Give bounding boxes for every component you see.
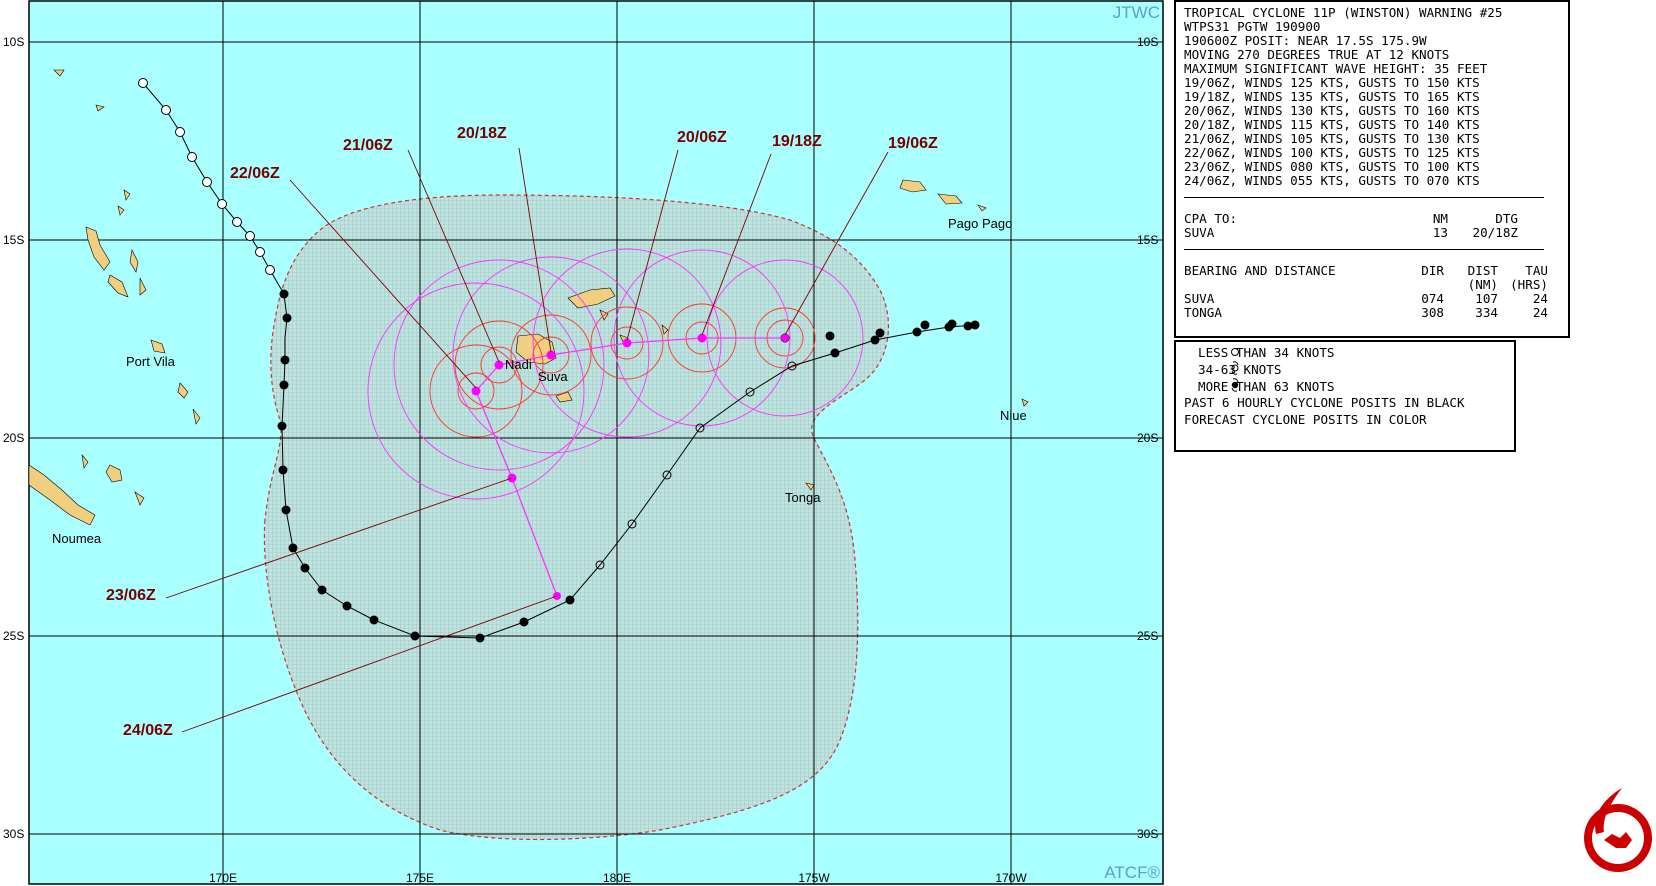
cpa-row: SUVA 13 20/18Z: [1184, 226, 1560, 240]
bearing-title: BEARING AND DISTANCE: [1184, 263, 1336, 278]
cyclone-outline-icon: [1184, 347, 1238, 392]
place-label-pago-pago: Pago Pago: [948, 216, 1012, 231]
cpa-place: SUVA: [1184, 225, 1215, 240]
cyclone-filled-icon: [1184, 364, 1238, 409]
forecast-label-22-06z: 22/06Z: [230, 165, 280, 182]
forecast-wind-line: 19/18Z, WINDS 135 KTS, GUSTS TO 165 KTS: [1184, 89, 1480, 104]
lon-label: 170E: [209, 871, 237, 885]
lat-label-right: 15S: [1137, 233, 1158, 247]
lat-label-left: 15S: [3, 233, 24, 247]
forecast-label-20-06z: 20/06Z: [677, 129, 727, 146]
forecast-wind-line: 19/06Z, WINDS 125 KTS, GUSTS TO 150 KTS: [1184, 75, 1480, 90]
bearing-col-dist-unit: (NM): [1467, 277, 1498, 292]
forecast-label-21-06z: 21/06Z: [343, 137, 393, 154]
lon-label: 175E: [406, 871, 434, 885]
place-label-nadi: Nadi: [505, 357, 532, 372]
bearing-tau: 24: [1532, 305, 1548, 320]
forecast-wind-line: 23/06Z, WINDS 080 KTS, GUSTS TO 100 KTS: [1184, 159, 1480, 174]
lat-label-right: 25S: [1137, 629, 1158, 643]
bearing-place: SUVA: [1184, 291, 1215, 306]
place-label-port-vila: Port Vila: [126, 354, 176, 369]
past-track-positions: [138, 78, 275, 275]
atcf-label: ATCF®: [1104, 863, 1160, 882]
lat-label-left: 10S: [3, 35, 24, 49]
place-label-tonga: Tonga: [785, 490, 821, 505]
lat-label-left: 30S: [3, 827, 24, 841]
bearing-col-tau-unit: (HRS): [1510, 277, 1548, 292]
lat-label-right: 20S: [1137, 431, 1158, 445]
legend-item: MORE THAN 63 KNOTS: [1184, 378, 1506, 395]
warning-info-panel: TROPICAL CYCLONE 11P (WINSTON) WARNING #…: [1174, 0, 1570, 338]
lat-label-right: 30S: [1137, 827, 1158, 841]
forecast-wind-line: 21/06Z, WINDS 105 KTS, GUSTS TO 130 KTS: [1184, 131, 1480, 146]
jtwc-logo: [1584, 788, 1652, 872]
forecast-wind-line: 20/18Z, WINDS 115 KTS, GUSTS TO 140 KTS: [1184, 117, 1480, 132]
graticule: [29, 1, 1163, 884]
lon-label: 170W: [995, 871, 1027, 885]
forecast-wind-line: 24/06Z, WINDS 055 KTS, GUSTS TO 070 KTS: [1184, 173, 1480, 188]
forecast-label-23-06z: 23/06Z: [106, 587, 156, 604]
cpa-dtg: 20/18Z: [1472, 225, 1519, 240]
bearing-row: SUVA 074 107 24: [1184, 292, 1560, 306]
place-label-noumea: Noumea: [52, 531, 102, 546]
legend-panel: LESS THAN 34 KNOTS 34-63 KNOTS MORE THAN…: [1174, 340, 1516, 452]
bearing-dist: 334: [1475, 305, 1498, 320]
bearing-tau: 24: [1532, 291, 1548, 306]
forecast-label-24-06z: 24/06Z: [123, 722, 173, 739]
cyclone-track-map: JTWC ATCF® 10S 15S 20S 25S 30S 10S 15S 2…: [3, 0, 1164, 885]
lon-label: 175W: [798, 871, 830, 885]
warning-header-line: TROPICAL CYCLONE 11P (WINSTON) WARNING #…: [1184, 5, 1503, 20]
legend-item-label: 34-63 KNOTS: [1198, 361, 1282, 377]
place-label-suva: Suva: [538, 369, 568, 384]
bearing-col-dir: DIR: [1421, 263, 1444, 278]
bearing-units-row: (NM) (HRS): [1184, 278, 1560, 292]
forecast-track-line: [475, 337, 785, 597]
cpa-nm: 13: [1432, 225, 1448, 240]
legend-note: FORECAST CYCLONE POSITS IN COLOR: [1184, 412, 1427, 427]
bearing-dir: 074: [1421, 291, 1444, 306]
forecast-label-19-06z: 19/06Z: [888, 135, 938, 152]
wind-radii-outer: [367, 248, 864, 500]
jtwc-label: JTWC: [1113, 3, 1160, 22]
open-circle-icon: [1184, 332, 1239, 374]
warning-header-line: 190600Z POSIT: NEAR 17.5S 175.9W: [1184, 33, 1427, 48]
land-masses: [29, 69, 1029, 526]
past-track-storm-symbols: [595, 361, 797, 570]
place-label-niue: Niue: [1000, 408, 1027, 423]
divider: [1184, 197, 1544, 198]
legend-item-label: LESS THAN 34 KNOTS: [1198, 344, 1335, 360]
legend-item-label: MORE THAN 63 KNOTS: [1198, 378, 1335, 394]
bearing-dir: 308: [1421, 305, 1444, 320]
bearing-dist: 107: [1475, 291, 1498, 306]
lat-label-right: 10S: [1137, 35, 1158, 49]
warning-header-line: WTPS31 PGTW 190900: [1184, 19, 1321, 34]
cpa-col-dtg: DTG: [1495, 211, 1518, 226]
wind-radii-inner: [429, 303, 816, 438]
lon-label: 180E: [603, 871, 631, 885]
lat-label-left: 20S: [3, 431, 24, 445]
cpa-title: CPA TO:: [1184, 211, 1238, 226]
bearing-col-tau: TAU: [1525, 263, 1548, 278]
lat-label-left: 25S: [3, 629, 24, 643]
forecast-label-19-18z: 19/18Z: [772, 133, 822, 150]
bearing-place: TONGA: [1184, 305, 1222, 320]
bearing-header-row: BEARING AND DISTANCE DIR DIST TAU: [1184, 264, 1560, 278]
bearing-col-dist: DIST: [1467, 263, 1498, 278]
cpa-col-nm: NM: [1432, 211, 1448, 226]
warning-header-line: MOVING 270 DEGREES TRUE AT 12 KNOTS: [1184, 47, 1450, 62]
bearing-row: TONGA 308 334 24: [1184, 306, 1560, 320]
legend-note: PAST 6 HOURLY CYCLONE POSITS IN BLACK: [1184, 395, 1465, 410]
legend-item: LESS THAN 34 KNOTS: [1184, 344, 1506, 361]
forecast-label-20-18z: 20/18Z: [457, 125, 507, 142]
forecast-wind-line: 22/06Z, WINDS 100 KTS, GUSTS TO 125 KTS: [1184, 145, 1480, 160]
danger-swath-area: [263, 194, 890, 841]
cpa-header-row: CPA TO: NM DTG: [1184, 212, 1560, 226]
forecast-wind-line: 20/06Z, WINDS 130 KTS, GUSTS TO 160 KTS: [1184, 103, 1480, 118]
label-leader-lines: [165, 147, 889, 733]
warning-header-line: MAXIMUM SIGNIFICANT WAVE HEIGHT: 35 FEET: [1184, 61, 1488, 76]
legend-item: 34-63 KNOTS: [1184, 361, 1506, 378]
divider: [1184, 249, 1544, 250]
